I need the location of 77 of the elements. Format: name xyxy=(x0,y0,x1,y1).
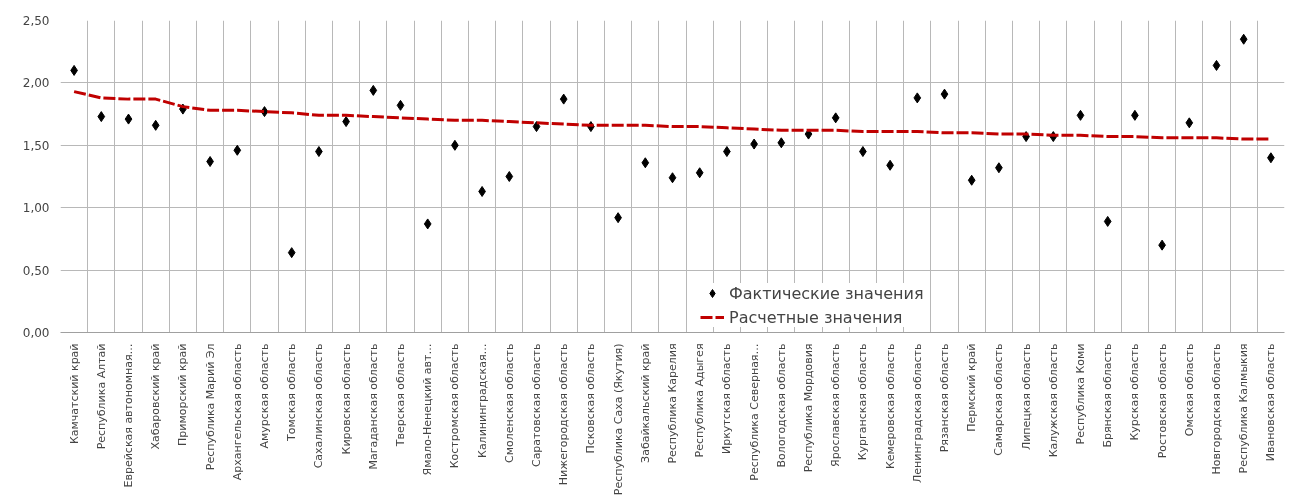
x-tick-label: Ивановская область xyxy=(1264,343,1278,462)
x-tick-label: Республика Алтай xyxy=(94,343,108,450)
x-tick-label: Вологодская область xyxy=(774,343,788,468)
x-tick-label: Курганская область xyxy=(856,343,870,461)
point xyxy=(940,88,949,100)
x-tick-label: Камчатский край xyxy=(67,343,81,444)
y-tick-label: 0,50 xyxy=(22,263,50,278)
point xyxy=(668,172,677,184)
x-tick-label: Пермский край xyxy=(965,343,979,432)
x-tick-label: Хабаровский край xyxy=(149,343,163,450)
x-tick-label: Республика Марий Эл xyxy=(203,343,217,471)
x-tick-label: Республика Коми xyxy=(1074,343,1087,445)
x-tick-label: Калининградская… xyxy=(475,343,489,458)
x-tick-label: Кировская область xyxy=(339,343,353,455)
point xyxy=(913,92,922,104)
y-tick-label: 0,00 xyxy=(22,326,50,340)
x-tick-label: Курская область xyxy=(1128,343,1142,441)
x-tick-label: Приморский край xyxy=(176,343,190,446)
point xyxy=(287,247,296,259)
x-tick-label: Брянская область xyxy=(1101,343,1115,448)
x-tick-label: Ярославская область xyxy=(829,343,843,467)
x-tick-label: Ростовская область xyxy=(1155,343,1169,459)
x-tick-label: Республика Адыгея xyxy=(693,343,707,458)
x-tick-label: Забайкальский край xyxy=(638,343,652,463)
x-tick-label: Республика Карелия xyxy=(666,343,679,464)
x-tick-label: Рязанская область xyxy=(938,343,951,453)
x-tick-label: Томская область xyxy=(285,343,299,443)
point xyxy=(151,119,160,131)
x-tick-label: Ямало-Ненецкий авт… xyxy=(421,343,435,476)
x-tick-label: Самарская область xyxy=(992,343,1006,456)
x-tick-label: Саратовская область xyxy=(530,343,543,468)
point xyxy=(233,144,242,156)
y-tick-label: 2,50 xyxy=(22,14,50,28)
x-tick-label: Смоленская область xyxy=(502,343,516,463)
point xyxy=(124,113,133,125)
x-tick-label: Иркутская область xyxy=(720,343,734,455)
point xyxy=(1076,109,1085,121)
x-tick-label: Еврейская автономная… xyxy=(122,343,135,488)
point xyxy=(695,167,704,179)
x-tick-label: Ленинградская область xyxy=(910,343,924,483)
point xyxy=(641,157,650,169)
point xyxy=(505,171,514,182)
point xyxy=(1212,59,1221,71)
x-tick-label: Новгородская область xyxy=(1210,343,1223,475)
x-tick-label: Республика Мордовия xyxy=(802,343,815,473)
x-tick-label: Калужская область xyxy=(1046,343,1060,458)
x-tick-label: Архангельская область xyxy=(230,343,244,481)
x-tick-label: Магаданская область xyxy=(366,343,380,470)
x-tick-label: Амурская область xyxy=(258,343,271,449)
y-tick-label: 1,00 xyxy=(22,201,50,216)
x-tick-label: Костромская область xyxy=(448,343,462,469)
point xyxy=(1239,33,1248,45)
point xyxy=(777,137,786,149)
point xyxy=(1103,215,1112,227)
y-tick-label: 1,50 xyxy=(22,138,50,153)
x-tick-label: Республика Северная… xyxy=(747,343,761,481)
y-tick-label: 2,00 xyxy=(22,76,50,91)
legend-label: Фактические значения xyxy=(729,283,924,303)
point xyxy=(423,218,432,230)
point xyxy=(559,93,568,105)
point xyxy=(532,121,541,133)
point xyxy=(396,99,405,111)
x-tick-label: Республика Саха (Якутия) xyxy=(611,343,625,496)
x-tick-label: Липецкая область xyxy=(1019,343,1033,451)
x-tick-label: Омская область xyxy=(1182,343,1196,437)
point xyxy=(97,111,106,123)
legend-label: Расчетные значения xyxy=(729,307,903,327)
x-tick-label: Сахалинская область xyxy=(312,343,326,469)
x-tick-label: Нижегородская область xyxy=(557,343,571,486)
x-tick-label: Тверская область xyxy=(394,343,407,448)
point xyxy=(369,84,378,96)
point xyxy=(1185,117,1194,129)
point xyxy=(967,174,976,186)
x-tick-label: Кемеровская область xyxy=(883,343,897,470)
x-tick-label: Псковская область xyxy=(584,343,598,454)
x-tick-label: Республика Калмыкия xyxy=(1237,343,1251,474)
point xyxy=(831,112,840,124)
